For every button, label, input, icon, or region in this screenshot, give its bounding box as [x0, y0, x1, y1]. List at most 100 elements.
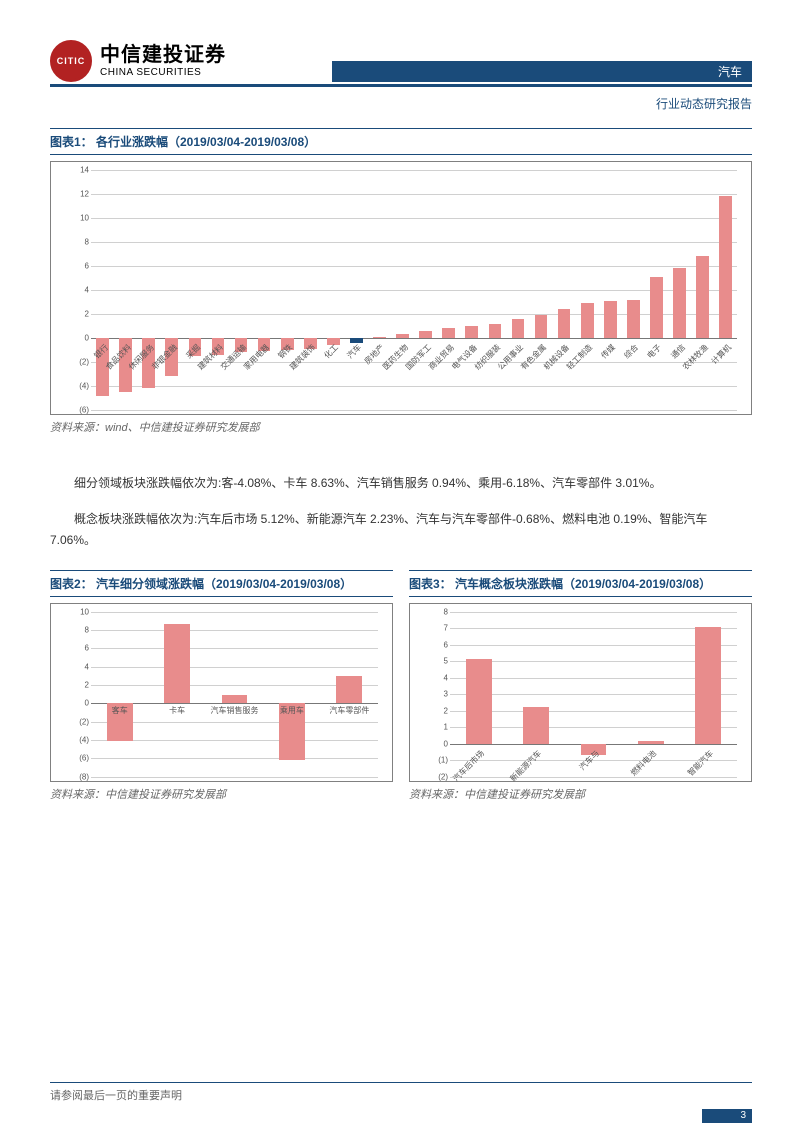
bar-col: 银行: [91, 170, 114, 410]
chart1: (6)(4)(2)02468101214银行食品饮料休闲服务非银金融采掘建筑材料…: [61, 170, 741, 410]
category-label: 传媒: [599, 342, 618, 361]
y-tick-label: 4: [420, 673, 448, 682]
category-label: 综合: [622, 342, 641, 361]
category-label: 汽车零部件: [329, 705, 369, 716]
bar-col: 汽车销售服务: [206, 612, 263, 777]
category-label: 卡车: [169, 705, 185, 716]
y-tick-label: 14: [61, 166, 89, 175]
bar: [696, 256, 709, 338]
sector-bar: 汽车: [332, 61, 752, 82]
bar: [164, 624, 190, 703]
bar-col: 交通运输: [229, 170, 252, 410]
y-tick-label: (4): [61, 736, 89, 745]
chart-row: 图表2： 汽车细分领域涨跌幅（2019/03/04-2019/03/08） (8…: [50, 570, 752, 802]
bar: [466, 659, 492, 743]
y-tick-label: 3: [420, 690, 448, 699]
bar-col: 电子: [645, 170, 668, 410]
paragraph-1: 细分领域板块涨跌幅依次为:客-4.08%、卡车 8.63%、汽车销售服务 0.9…: [50, 473, 752, 495]
chart2: (8)(6)(4)(2)0246810客车卡车汽车销售服务乘用车汽车零部件: [61, 612, 382, 777]
bar: [627, 300, 640, 338]
category-label: 汽车后市场: [450, 748, 486, 784]
bar-col: 采掘: [183, 170, 206, 410]
y-tick-label: 2: [61, 681, 89, 690]
y-tick-label: 8: [61, 626, 89, 635]
chart3: (2)(1)012345678汽车后市场新能源汽车汽车与燃料电池智能汽车: [420, 612, 741, 777]
bar-col: 客车: [91, 612, 148, 777]
bar-col: 医药生物: [391, 170, 414, 410]
bar: [523, 707, 549, 744]
bars-container: 银行食品饮料休闲服务非银金融采掘建筑材料交通运输家用电器钢铁建筑装饰化工汽车房地…: [91, 170, 737, 410]
category-label: 燃料电池: [628, 748, 658, 778]
y-tick-label: 8: [61, 238, 89, 247]
bar: [336, 676, 362, 704]
grid-line: [91, 777, 378, 778]
bar-col: 卡车: [148, 612, 205, 777]
y-tick-label: 7: [420, 624, 448, 633]
bar-col: 机械设备: [553, 170, 576, 410]
chart3-title: 图表3： 汽车概念板块涨跌幅（2019/03/04-2019/03/08）: [409, 570, 752, 597]
y-tick-label: 4: [61, 662, 89, 671]
category-label: 汽车销售服务: [211, 705, 259, 716]
y-tick-label: (2): [420, 772, 448, 781]
y-tick-label: (1): [420, 756, 448, 765]
bar: [719, 196, 732, 338]
bar-col: 农林牧渔: [691, 170, 714, 410]
logo: CITIC 中信建投证券 CHINA SECURITIES: [50, 40, 226, 82]
bar-col: 汽车与: [565, 612, 622, 777]
y-tick-label: 0: [420, 739, 448, 748]
bar-col: 纺织服装: [483, 170, 506, 410]
y-tick-label: 8: [420, 607, 448, 616]
bar: [373, 337, 386, 338]
bar: [535, 315, 548, 338]
bar: [673, 268, 686, 338]
y-tick-label: (6): [61, 754, 89, 763]
category-label: 电子: [645, 342, 664, 361]
y-tick-label: 6: [420, 640, 448, 649]
bar-col: 休闲服务: [137, 170, 160, 410]
bar-col: 有色金属: [529, 170, 552, 410]
chart2-title: 图表2： 汽车细分领域涨跌幅（2019/03/04-2019/03/08）: [50, 570, 393, 597]
bar: [695, 627, 721, 743]
bar-col: 计算机: [714, 170, 737, 410]
grid-line: [91, 410, 737, 411]
bar: [581, 303, 594, 338]
chart1-title: 图表1： 各行业涨跌幅（2019/03/04-2019/03/08）: [50, 128, 752, 155]
logo-mark: CITIC: [50, 40, 92, 82]
chart2-col: 图表2： 汽车细分领域涨跌幅（2019/03/04-2019/03/08） (8…: [50, 570, 393, 802]
y-tick-label: 2: [420, 706, 448, 715]
y-tick-label: 12: [61, 190, 89, 199]
bar-col: 建筑装饰: [299, 170, 322, 410]
chart3-col: 图表3： 汽车概念板块涨跌幅（2019/03/04-2019/03/08） (2…: [409, 570, 752, 802]
bar-col: 房地产: [368, 170, 391, 410]
bar-col: 综合: [622, 170, 645, 410]
company-name-cn: 中信建投证券: [100, 44, 226, 67]
bar: [222, 695, 248, 704]
bar: [489, 324, 502, 338]
bar: [638, 741, 664, 744]
y-tick-label: 2: [61, 310, 89, 319]
y-tick-label: 1: [420, 723, 448, 732]
bars-container: 客车卡车 汽车销售服务乘用车汽车零部件: [91, 612, 378, 777]
bar-col: 钢铁: [276, 170, 299, 410]
chart3-box: (2)(1)012345678汽车后市场新能源汽车汽车与燃料电池智能汽车: [409, 603, 752, 782]
bar-col: 国防军工: [414, 170, 437, 410]
category-label: 新能源汽车: [508, 748, 544, 784]
bar-col: 新能源汽车: [507, 612, 564, 777]
bars-container: 汽车后市场新能源汽车汽车与燃料电池智能汽车: [450, 612, 737, 777]
bar-col: 食品饮料: [114, 170, 137, 410]
bar: [512, 319, 525, 338]
bar-col: 传媒: [599, 170, 622, 410]
y-tick-label: 5: [420, 657, 448, 666]
chart2-source: 资料来源：中信建投证券研究发展部: [50, 782, 393, 802]
bar-col: 乘用车: [263, 612, 320, 777]
bar-col: 智能汽车: [680, 612, 737, 777]
page-header: CITIC 中信建投证券 CHINA SECURITIES 汽车: [50, 40, 752, 87]
bar-col: 公用事业: [506, 170, 529, 410]
paragraph-2: 概念板块涨跌幅依次为:汽车后市场 5.12%、新能源汽车 2.23%、汽车与汽车…: [50, 509, 752, 552]
y-tick-label: (2): [61, 717, 89, 726]
page-number: 3: [702, 1109, 752, 1123]
bar: [650, 277, 663, 338]
chart1-source: 资料来源：wind、中信建投证券研究发展部: [50, 415, 752, 435]
bar-col: 汽车零部件: [321, 612, 378, 777]
chart1-box: (6)(4)(2)02468101214银行食品饮料休闲服务非银金融采掘建筑材料…: [50, 161, 752, 415]
